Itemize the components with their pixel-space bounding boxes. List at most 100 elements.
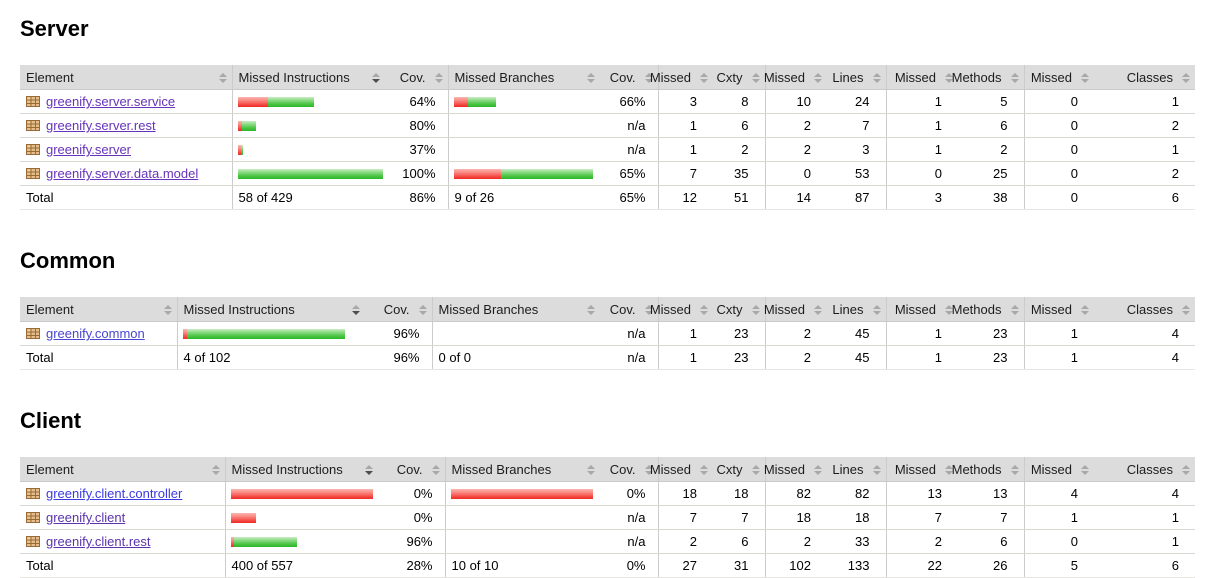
sort-icon xyxy=(1182,304,1190,315)
counter-missed-lines: 18 xyxy=(764,505,827,530)
coverage-bar xyxy=(453,96,496,107)
sort-up-arrow xyxy=(644,464,653,469)
branch-coverage-cell: 65% xyxy=(600,161,658,186)
column-header-6-cxty[interactable]: Cxty xyxy=(713,65,765,90)
column-header-label: Lines xyxy=(832,70,864,85)
sort-up-arrow xyxy=(1010,304,1019,309)
package-icon xyxy=(26,512,40,523)
column-header-4-cov[interactable]: Cov. xyxy=(600,297,658,322)
column-header-8-lines[interactable]: Lines xyxy=(827,297,886,322)
missed-branches-bar-cell xyxy=(447,89,600,114)
counter-cxty: 2 xyxy=(713,137,765,162)
column-header-12-classes[interactable]: Classes xyxy=(1094,65,1195,90)
column-header-5-missed[interactable]: Missed xyxy=(650,297,713,322)
column-header-10-methods[interactable]: Methods xyxy=(952,65,1024,90)
column-header-0-element[interactable]: Element xyxy=(20,457,225,482)
column-header-2-cov[interactable]: Cov. xyxy=(385,65,448,90)
package-link[interactable]: greenify.client.controller xyxy=(46,486,183,501)
column-header-10-methods[interactable]: Methods xyxy=(952,457,1024,482)
column-header-12-classes[interactable]: Classes xyxy=(1094,457,1195,482)
counter-missed-classes: 0 xyxy=(1023,161,1094,186)
column-header-7-missed[interactable]: Missed xyxy=(764,457,827,482)
package-link[interactable]: greenify.client xyxy=(46,510,126,525)
counter-missed-methods: 1 xyxy=(885,89,958,114)
package-link[interactable]: greenify.server.service xyxy=(46,94,176,109)
package-link[interactable]: greenify.common xyxy=(46,326,145,341)
package-link[interactable]: greenify.server.data.model xyxy=(46,166,199,181)
column-header-6-cxty[interactable]: Cxty xyxy=(713,457,765,482)
counter-methods: 5 xyxy=(958,89,1024,114)
package-link[interactable]: greenify.server.rest xyxy=(46,118,156,133)
sort-icon xyxy=(945,72,953,83)
column-header-1-missed-instructions[interactable]: Missed Instructions xyxy=(224,457,378,482)
sort-up-arrow xyxy=(418,304,427,309)
column-header-12-classes[interactable]: Classes xyxy=(1094,297,1195,322)
total-branches: 10 of 10 xyxy=(444,553,600,578)
missed-instructions-bar-cell xyxy=(231,89,385,114)
column-header-label: Missed Instructions xyxy=(238,70,350,85)
column-header-8-lines[interactable]: Lines xyxy=(827,65,886,90)
total-branches: 0 of 0 xyxy=(431,345,600,370)
column-header-10-methods[interactable]: Methods xyxy=(952,297,1024,322)
column-header-11-missed[interactable]: Missed xyxy=(1023,457,1094,482)
sort-down-arrow xyxy=(700,310,708,315)
counter-methods: 23 xyxy=(958,321,1024,346)
counter-lines: 82 xyxy=(827,481,886,506)
missed-bar-segment xyxy=(237,96,268,107)
column-header-9-missed[interactable]: Missed xyxy=(885,297,958,322)
column-header-7-missed[interactable]: Missed xyxy=(764,297,827,322)
sort-down-arrow xyxy=(751,78,760,83)
package-link[interactable]: greenify.client.rest xyxy=(46,534,151,549)
column-header-0-element[interactable]: Element xyxy=(20,65,232,90)
package-icon xyxy=(26,96,40,107)
package-link[interactable]: greenify.server xyxy=(46,142,132,157)
column-header-4-cov[interactable]: Cov. xyxy=(600,65,658,90)
sort-icon xyxy=(945,464,953,475)
counter-missed-classes: 0 xyxy=(1023,137,1094,162)
missed-instructions-bar-cell xyxy=(224,481,378,506)
column-header-2-cov[interactable]: Cov. xyxy=(378,457,445,482)
column-header-label: Element xyxy=(26,302,74,317)
column-header-8-lines[interactable]: Lines xyxy=(827,457,886,482)
column-header-3-missed-branches[interactable]: Missed Branches xyxy=(444,457,600,482)
column-header-11-missed[interactable]: Missed xyxy=(1023,297,1094,322)
column-header-5-missed[interactable]: Missed xyxy=(650,457,713,482)
instruction-coverage-cell: 80% xyxy=(385,113,448,138)
sort-icon xyxy=(431,464,440,475)
sort-up-arrow xyxy=(365,464,373,469)
column-header-9-missed[interactable]: Missed xyxy=(885,457,958,482)
sort-icon xyxy=(700,304,708,315)
element-cell: greenify.server xyxy=(20,137,232,162)
column-header-label: Methods xyxy=(951,70,1002,85)
sort-icon xyxy=(211,464,220,475)
coverage-bar xyxy=(237,168,383,179)
covered-bar-segment xyxy=(237,168,383,179)
column-header-3-missed-branches[interactable]: Missed Branches xyxy=(447,65,600,90)
column-header-label: Methods xyxy=(951,302,1002,317)
column-header-7-missed[interactable]: Missed xyxy=(764,65,827,90)
column-header-1-missed-instructions[interactable]: Missed Instructions xyxy=(231,65,385,90)
sort-up-arrow xyxy=(218,72,227,77)
column-header-2-cov[interactable]: Cov. xyxy=(365,297,432,322)
total-counter-cxty: 23 xyxy=(713,345,765,370)
column-header-5-missed[interactable]: Missed xyxy=(650,65,713,90)
sort-down-arrow xyxy=(431,470,440,475)
column-header-4-cov[interactable]: Cov. xyxy=(600,457,658,482)
missed-instructions-bar-cell xyxy=(224,505,378,530)
column-header-11-missed[interactable]: Missed xyxy=(1023,65,1094,90)
sort-up-arrow xyxy=(751,304,760,309)
sort-down-arrow xyxy=(945,470,953,475)
column-header-0-element[interactable]: Element xyxy=(20,297,177,322)
package-row: greenify.client.controller 0% 0% 18 18 82 82 13… xyxy=(20,481,1195,506)
sort-up-arrow xyxy=(1081,72,1089,77)
column-header-6-cxty[interactable]: Cxty xyxy=(713,297,765,322)
column-header-label: Missed Branches xyxy=(454,70,555,85)
column-header-3-missed-branches[interactable]: Missed Branches xyxy=(431,297,600,322)
column-header-9-missed[interactable]: Missed xyxy=(885,65,958,90)
counter-cxty: 18 xyxy=(713,481,765,506)
sort-down-arrow xyxy=(872,310,881,315)
column-header-label: Classes xyxy=(1126,302,1173,317)
counter-classes: 1 xyxy=(1094,529,1195,554)
column-header-label: Cov. xyxy=(609,462,636,477)
column-header-1-missed-instructions[interactable]: Missed Instructions xyxy=(176,297,365,322)
